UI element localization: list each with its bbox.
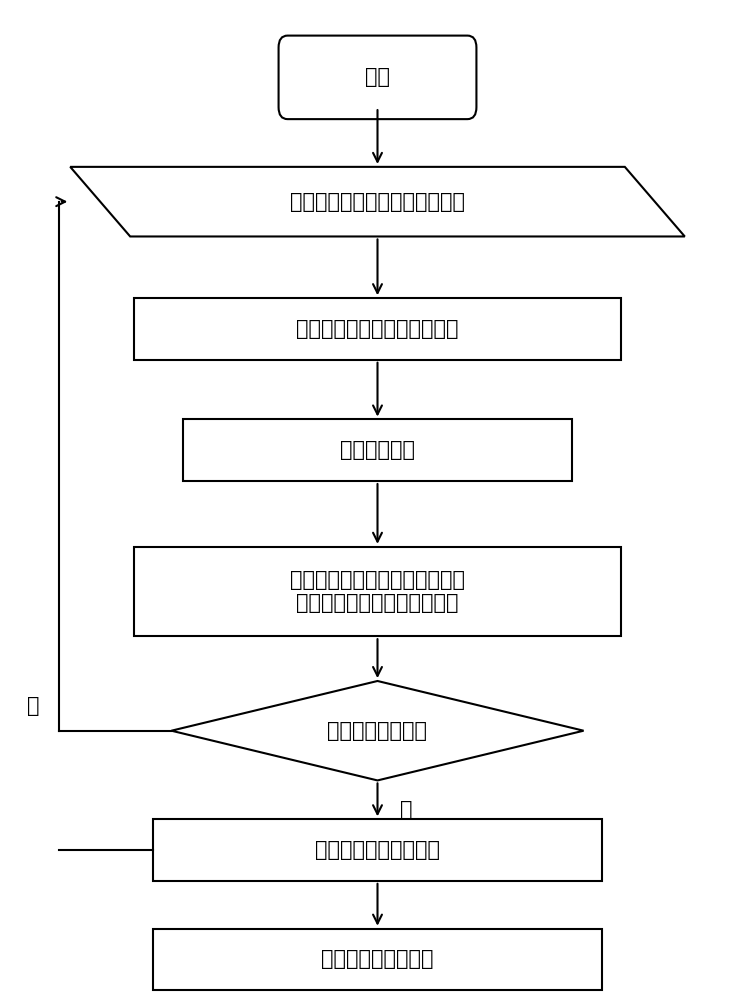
Text: 输入按主梯度方向旋转后的图像: 输入按主梯度方向旋转后的图像 [290,192,465,212]
Text: 否: 否 [26,696,39,716]
Bar [153,929,602,990]
Bar [183,419,572,481]
Polygon shape [171,681,584,780]
Text: 是: 是 [400,800,412,820]
Text: 霍夫直线变换，根据长度，占空
比及平行约束选择得到停止线: 霍夫直线变换，根据长度，占空 比及平行约束选择得到停止线 [290,570,465,613]
Bar [134,547,621,636]
Text: 输出停车线检测结果: 输出停车线检测结果 [321,949,434,969]
Text: 根据斑马线位置选择兴趣区域: 根据斑马线位置选择兴趣区域 [296,319,459,339]
Text: 开始: 开始 [365,67,390,87]
Text: 计算车头到停止线距离: 计算车头到停止线距离 [315,840,440,860]
Text: 提取水平边缘: 提取水平边缘 [340,440,415,460]
Text: 是否检测到停止线: 是否检测到停止线 [328,721,427,741]
Polygon shape [70,167,685,236]
Bar [153,819,602,881]
Bar [134,298,621,360]
FancyBboxPatch shape [279,36,476,119]
